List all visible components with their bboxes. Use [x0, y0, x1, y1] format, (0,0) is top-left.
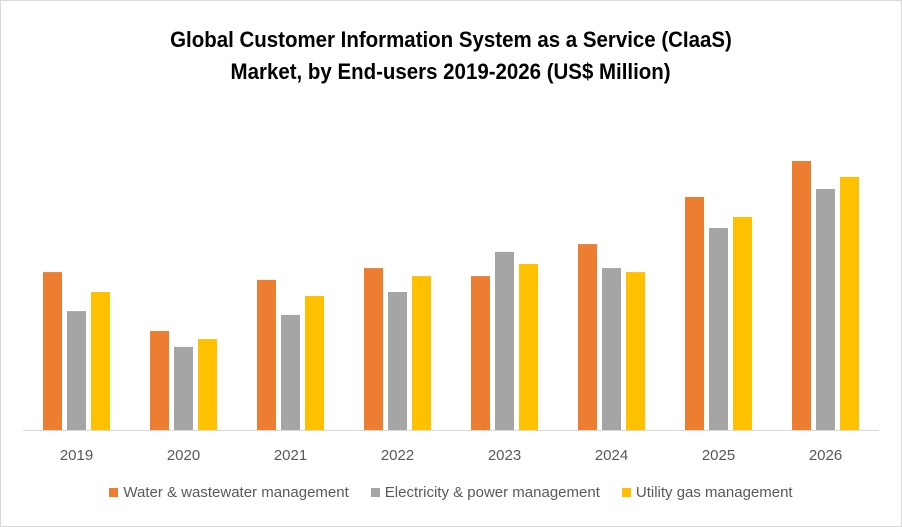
chart-title-text-1: Global Customer Information System as a …: [170, 27, 732, 52]
bar-utility-gas-management-2022: [412, 276, 431, 430]
chart-title-text-2: Market, by End-users 2019-2026 (US$ Mill…: [230, 59, 672, 84]
x-tick-label-2026: 2026: [809, 447, 842, 464]
x-tick-label-2020: 2020: [167, 447, 200, 464]
legend-swatch: [370, 488, 380, 497]
legend-swatch: [621, 488, 631, 497]
legend-item-electricity-power-management: Electricity & power management: [370, 484, 600, 501]
bar-utility-gas-management-2024: [626, 272, 645, 430]
chart-title-line-2: Market, by End-users 2019-2026 (US$ Mill…: [0, 59, 902, 85]
x-tick-label-2025: 2025: [702, 447, 735, 464]
bar-electricity-power-management-2026: [816, 189, 835, 430]
legend-item-water-wastewater-management: Water & wastewater management: [109, 484, 349, 501]
bar-electricity-power-management-2021: [281, 314, 300, 430]
x-tick-label-2022: 2022: [381, 447, 414, 464]
x-tick-label-2023: 2023: [488, 447, 521, 464]
bar-water-wastewater-management-2025: [685, 197, 704, 430]
bar-electricity-power-management-2025: [709, 228, 728, 430]
bar-utility-gas-management-2026: [840, 176, 859, 430]
x-tick-labels: 2019 2020 2021 2022 2023 2024 2025 2026: [60, 447, 842, 464]
bar-electricity-power-management-2023: [495, 251, 514, 430]
bar-water-wastewater-management-2020: [150, 331, 169, 430]
bar-water-wastewater-management-2023: [471, 276, 490, 430]
bar-utility-gas-management-2025: [733, 217, 752, 430]
x-tick-label-2021: 2021: [274, 447, 307, 464]
bar-electricity-power-management-2022: [388, 292, 407, 430]
legend: Water & wastewater management Electricity…: [0, 484, 902, 501]
x-tick-label-2019: 2019: [60, 447, 93, 464]
bar-utility-gas-management-2020: [198, 339, 217, 430]
legend-swatch: [109, 488, 119, 497]
x-tick-label-2024: 2024: [595, 447, 628, 464]
bar-water-wastewater-management-2021: [257, 279, 276, 430]
bar-water-wastewater-management-2024: [578, 244, 597, 430]
bar-electricity-power-management-2019: [67, 311, 86, 430]
chart-title-line-1: Global Customer Information System as a …: [0, 27, 902, 53]
bar-utility-gas-management-2023: [519, 264, 538, 430]
legend-label: Electricity & power management: [384, 484, 600, 501]
bar-electricity-power-management-2020: [174, 346, 193, 430]
bar-water-wastewater-management-2022: [364, 268, 383, 430]
bar-utility-gas-management-2021: [305, 296, 324, 430]
bar-water-wastewater-management-2026: [792, 161, 811, 430]
bars-group: [43, 161, 859, 430]
legend-label: Water & wastewater management: [123, 484, 349, 501]
legend-label: Utility gas management: [635, 484, 793, 501]
legend-item-utility-gas-management: Utility gas management: [621, 484, 793, 501]
bar-electricity-power-management-2024: [602, 268, 621, 430]
bar-utility-gas-management-2019: [91, 292, 110, 430]
bar-water-wastewater-management-2019: [43, 272, 62, 430]
